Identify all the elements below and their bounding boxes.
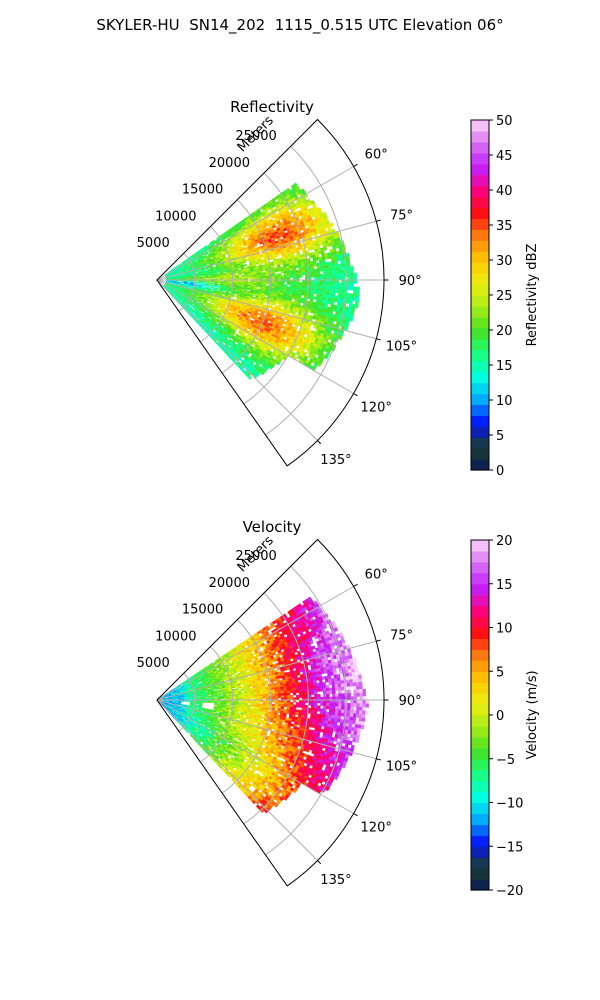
- range-ring: [200, 646, 234, 763]
- azimuth-tick-label: 105°: [386, 760, 417, 775]
- azimuth-tick-label: 60°: [365, 147, 388, 162]
- azimuth-gridline: [156, 699, 377, 760]
- reflectivity-panel: 60° 75° 90° 105° 120° 135° 5000 10000 15000 20000…: [137, 98, 540, 479]
- azimuth-gridline: [156, 640, 377, 701]
- colorbar-tick-label: −10: [496, 797, 523, 812]
- range-tick-label: 15000: [182, 183, 223, 198]
- colorbar-tick-label: 35: [496, 219, 513, 234]
- range-tick-label: 20000: [209, 156, 250, 171]
- range-tick-label: 10000: [155, 629, 196, 644]
- range-tick-label: 20000: [209, 576, 250, 591]
- velocity-panel: 60° 75° 90° 105° 120° 135° 5000 10000 15000 20000…: [137, 518, 540, 899]
- azimuth-tick-label: 120°: [361, 401, 392, 416]
- sector-outline: [156, 118, 385, 467]
- azimuth-tick-label: 105°: [386, 340, 417, 355]
- colorbar: 0 5 10 15 20 25 30 35 40 45 50 Reflectivity dBZ: [470, 114, 540, 479]
- colorbar-tick-label: 15: [496, 359, 513, 374]
- colorbar: −20 −15 −10 −5 0 5 10 15 20 Velocity (m/s): [470, 534, 540, 899]
- range-ring: [243, 172, 309, 405]
- azimuth-gridline: [156, 279, 318, 441]
- azimuth-tick-label: 90°: [399, 274, 422, 289]
- azimuth-tick-label: 135°: [320, 453, 351, 468]
- colorbar-tick-label: 0: [496, 709, 504, 724]
- azimuth-tick-label: 120°: [361, 821, 392, 836]
- field-image: [162, 182, 360, 380]
- colorbar-tick-label: 10: [496, 622, 513, 637]
- azimuth-gridline: [156, 699, 318, 861]
- colorbar-tick-label: 25: [496, 289, 513, 304]
- colorbar-tick-label: 30: [496, 254, 513, 269]
- colorbar-tick-label: 20: [496, 534, 513, 549]
- sector-outline: [156, 538, 385, 887]
- figure-title: SKYLER-HU SN14_202 1115_0.515 UTC Elevat…: [96, 16, 504, 34]
- range-tick-label: 25000: [235, 129, 276, 144]
- colorbar-tick-label: 10: [496, 394, 513, 409]
- colorbar-tick-label: 5: [496, 429, 504, 444]
- range-ring: [243, 592, 309, 825]
- range-ring: [221, 199, 271, 374]
- azimuth-tick-label: 135°: [320, 873, 351, 888]
- range-ring: [178, 252, 196, 312]
- range-tick-label: 10000: [155, 209, 196, 224]
- azimuth-gridline: [156, 220, 377, 281]
- colorbar-label: Reflectivity dBZ: [525, 244, 540, 347]
- colorbar-tick-label: 0: [496, 464, 504, 479]
- colorbar-tick-label: −5: [496, 753, 515, 768]
- colorbar-tick-label: 40: [496, 184, 513, 199]
- range-ring: [178, 672, 196, 732]
- range-ring: [265, 145, 347, 436]
- colorbar-tick-label: 20: [496, 324, 513, 339]
- colorbar-tick-label: 15: [496, 578, 513, 593]
- panel-title: Velocity: [243, 518, 302, 536]
- range-tick-label: 5000: [137, 236, 170, 251]
- azimuth-tick-label: 60°: [365, 567, 388, 582]
- azimuth-gridline: [156, 699, 354, 814]
- range-tick-label: 5000: [137, 656, 170, 671]
- colorbar-tick-label: 45: [496, 149, 513, 164]
- colorbar-tick-label: 50: [496, 114, 513, 129]
- azimuth-gridline: [156, 279, 354, 394]
- colorbar-tick-label: −20: [496, 884, 523, 899]
- range-ring: [221, 619, 271, 794]
- range-ring: [200, 226, 234, 343]
- azimuth-tick-label: 75°: [390, 628, 413, 643]
- azimuth-tick-label: 90°: [399, 694, 422, 709]
- azimuth-gridline: [156, 586, 354, 701]
- colorbar-label: Velocity (m/s): [525, 670, 540, 759]
- field-image: [157, 596, 370, 814]
- azimuth-gridline: [156, 279, 377, 340]
- range-ring: [265, 565, 347, 856]
- azimuth-tick-label: 75°: [390, 208, 413, 223]
- azimuth-gridline: [156, 166, 354, 281]
- panel-title: Reflectivity: [230, 98, 314, 116]
- range-tick-label: 15000: [182, 603, 223, 618]
- colorbar-tick-label: 5: [496, 665, 504, 680]
- range-tick-label: 25000: [235, 549, 276, 564]
- colorbar-tick-label: −15: [496, 840, 523, 855]
